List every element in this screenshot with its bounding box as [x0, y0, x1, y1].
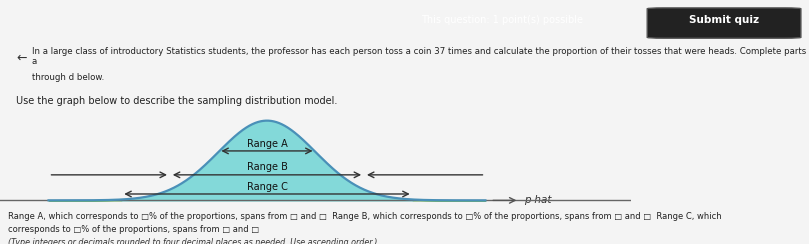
Text: In a large class of introductory Statistics students, the professor has each per: In a large class of introductory Statist… [32, 47, 806, 66]
Text: (Type integers or decimals rounded to four decimal places as needed. Use ascendi: (Type integers or decimals rounded to fo… [8, 238, 378, 244]
Text: Range B: Range B [247, 163, 287, 173]
Text: p-hat: p-hat [524, 194, 552, 204]
Text: Range C: Range C [247, 182, 287, 192]
Text: through d below.: through d below. [32, 73, 104, 82]
Text: corresponds to □% of the proportions, spans from □ and □: corresponds to □% of the proportions, sp… [8, 225, 259, 234]
Text: This question: 1 point(s) possible: This question: 1 point(s) possible [421, 15, 582, 25]
FancyBboxPatch shape [647, 8, 801, 38]
Text: ←: ← [16, 52, 27, 65]
Text: Range A, which corresponds to □% of the proportions, spans from □ and □  Range B: Range A, which corresponds to □% of the … [8, 212, 722, 221]
Text: Submit quiz: Submit quiz [689, 15, 759, 25]
Text: Use the graph below to describe the sampling distribution model.: Use the graph below to describe the samp… [16, 96, 337, 106]
Text: Range A: Range A [247, 139, 287, 149]
